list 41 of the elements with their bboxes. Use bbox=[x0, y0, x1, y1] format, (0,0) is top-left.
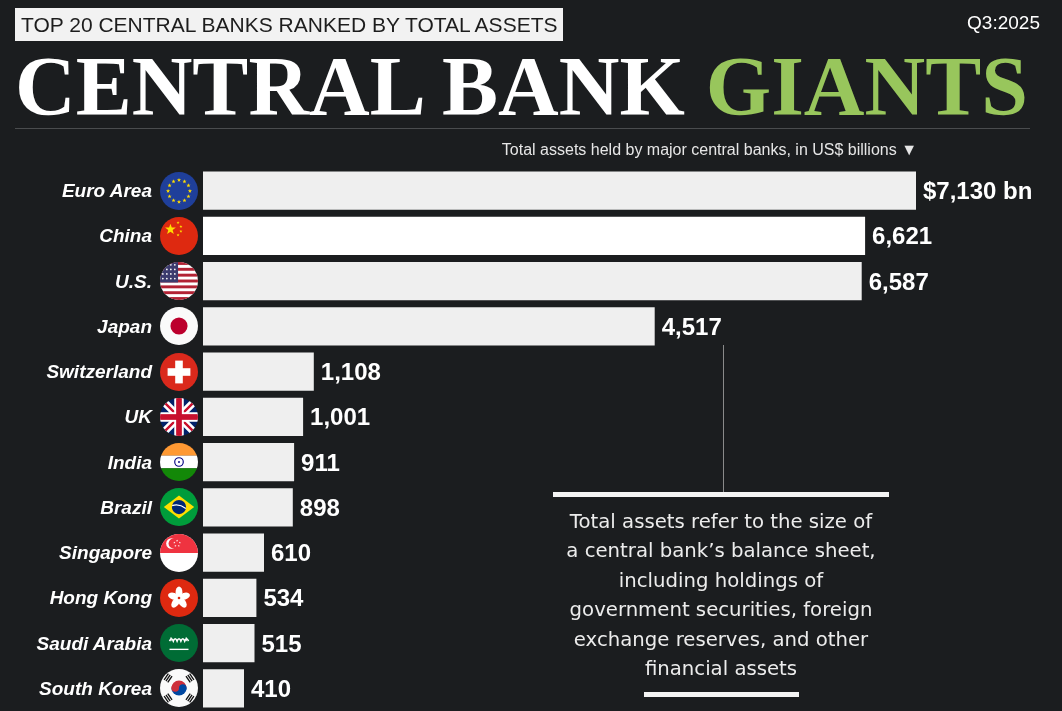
y-tick-label: UK bbox=[124, 406, 154, 428]
x-axis-title: Total assets held by major central banks, in US$ billions ▼ bbox=[501, 140, 917, 160]
annotation: Total assets refer to the size of a central bank’s balance sheet, including holdings of government securities, foreign exchange reserves, and other financial assets bbox=[553, 492, 889, 698]
bar bbox=[203, 488, 293, 527]
bar bbox=[203, 262, 862, 301]
y-tick-label: Switzerland bbox=[46, 361, 153, 383]
bar bbox=[203, 443, 295, 482]
bar bbox=[203, 624, 255, 663]
y-tick-label: Japan bbox=[97, 315, 152, 337]
y-tick-label: China bbox=[99, 225, 153, 247]
text: Q3:2025 bbox=[967, 12, 1040, 34]
data-label: 6,621 bbox=[872, 222, 933, 250]
bar bbox=[203, 307, 655, 346]
y-tick-label: Singapore bbox=[59, 542, 153, 564]
data-label: 6,587 bbox=[868, 267, 929, 295]
data-label: 515 bbox=[261, 629, 302, 657]
data-label: 610 bbox=[271, 539, 312, 567]
bar bbox=[203, 533, 264, 572]
bar bbox=[203, 216, 866, 255]
y-tick-label: Euro Area bbox=[61, 180, 153, 202]
y-tick-label: South Korea bbox=[39, 677, 153, 699]
data-label: $7,130 bn bbox=[923, 177, 1033, 205]
data-label: 898 bbox=[299, 493, 340, 521]
bar bbox=[203, 397, 304, 436]
data-label: 1,108 bbox=[320, 358, 381, 386]
y-tick-label: U.S. bbox=[115, 270, 152, 292]
data-label: 1,001 bbox=[310, 403, 371, 431]
y-tick-label: Brazil bbox=[100, 496, 153, 518]
chart-subtitle: TOP 20 CENTRAL BANKS RANKED BY TOTAL ASSETS bbox=[15, 8, 564, 41]
data-label: 534 bbox=[263, 584, 305, 612]
bar bbox=[203, 669, 244, 708]
bar bbox=[203, 578, 257, 617]
data-label: 911 bbox=[301, 448, 340, 476]
data-label: 410 bbox=[251, 674, 292, 702]
data-label: 4,517 bbox=[661, 312, 722, 340]
y-tick-label: Hong Kong bbox=[49, 587, 153, 609]
y-tick-label: Saudi Arabia bbox=[36, 632, 153, 654]
bar bbox=[203, 171, 916, 210]
chart-title: CENTRAL BANK GIANTS bbox=[15, 40, 1028, 133]
y-tick-label: India bbox=[107, 451, 153, 473]
bar bbox=[203, 352, 314, 391]
